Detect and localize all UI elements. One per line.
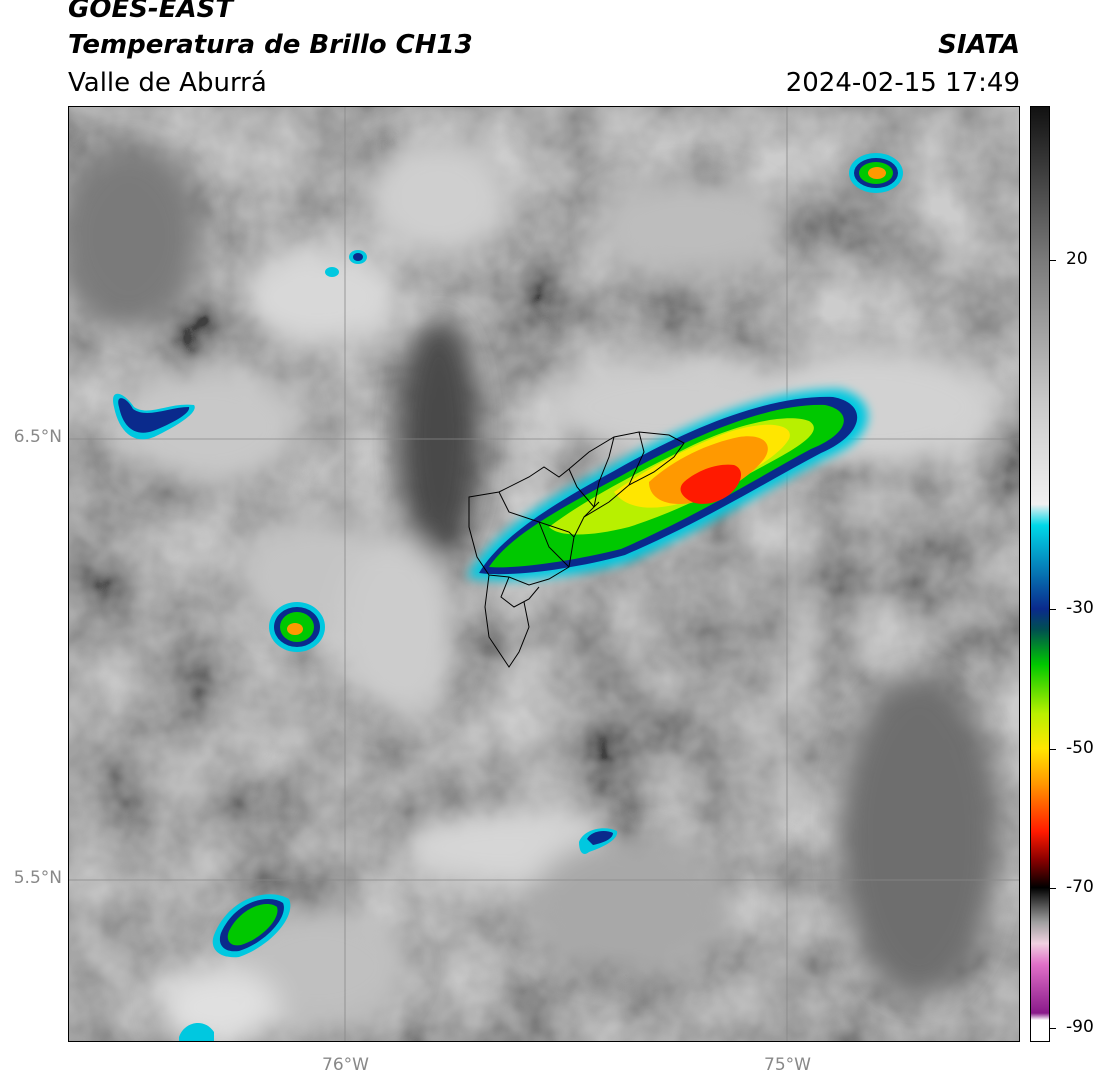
timestamp-label: 2024-02-15 17:49 bbox=[785, 68, 1020, 98]
colorbar bbox=[1030, 106, 1050, 1042]
colorbar-tick-mark-2 bbox=[1050, 748, 1056, 750]
cloud-brightness-areas bbox=[69, 137, 999, 1041]
valle-de-aburra-boundaries bbox=[468, 431, 685, 668]
storm-main bbox=[467, 389, 868, 581]
satellite-map[interactable] bbox=[68, 106, 1020, 1042]
map-canvas bbox=[69, 107, 1019, 1041]
lat-label-1: 5.5°N bbox=[13, 868, 62, 888]
organization-label: SIATA bbox=[938, 30, 1020, 60]
lon-label-0: 76°W bbox=[322, 1055, 369, 1075]
colorbar-tick-mark-1 bbox=[1050, 608, 1056, 610]
colorbar-tick-label-2: -50 bbox=[1066, 737, 1094, 758]
colorbar-tick-mark-4 bbox=[1050, 1028, 1056, 1030]
storm-cells bbox=[113, 153, 903, 1041]
colorbar-tick-mark-3 bbox=[1050, 888, 1056, 890]
colorbar-tick-label-1: -30 bbox=[1066, 597, 1094, 618]
colorbar-tick-mark-0 bbox=[1050, 259, 1056, 261]
lon-label-1: 75°W bbox=[764, 1055, 811, 1075]
grid-lines bbox=[69, 107, 1019, 1041]
product-title: Temperatura de Brillo CH13 bbox=[68, 30, 473, 60]
lat-label-0: 6.5°N bbox=[13, 427, 62, 447]
satellite-title: GOES-EAST bbox=[68, 0, 234, 24]
region-subtitle: Valle de Aburrá bbox=[68, 68, 267, 98]
colorbar-tick-label-4: -90 bbox=[1066, 1017, 1094, 1038]
colorbar-tick-label-0: 20 bbox=[1066, 248, 1088, 269]
colorbar-tick-label-3: -70 bbox=[1066, 877, 1094, 898]
